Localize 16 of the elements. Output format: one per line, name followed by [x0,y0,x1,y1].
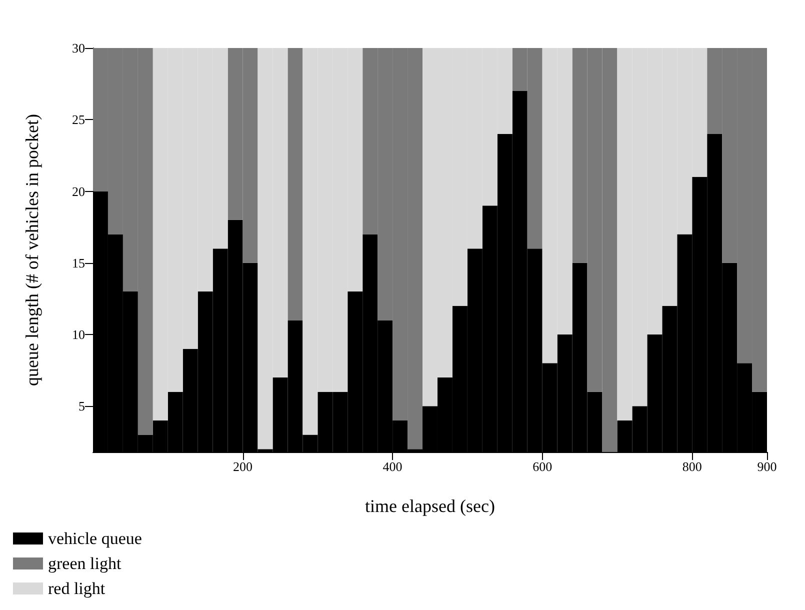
y-tick-label: 30 [72,40,85,56]
y-tick-label: 20 [72,184,85,199]
legend-label: vehicle queue [48,529,142,548]
x-tick-label: 600 [532,459,552,474]
legend-label: red light [48,579,106,598]
y-tick-label: 15 [72,255,85,270]
y-tick-label: 10 [72,327,85,342]
x-tick-label: 200 [233,459,253,474]
x-tick-label: 900 [757,459,777,474]
x-axis-title: time elapsed (sec) [365,496,495,516]
legend-label: green light [48,554,122,573]
y-tick-label: 5 [78,398,85,414]
x-tick-label: 800 [682,459,702,474]
y-axis-title: queue length (# of vehicles in pocket) [22,114,42,386]
x-tick-label: 400 [382,459,402,474]
y-tick-label: 25 [72,112,85,128]
